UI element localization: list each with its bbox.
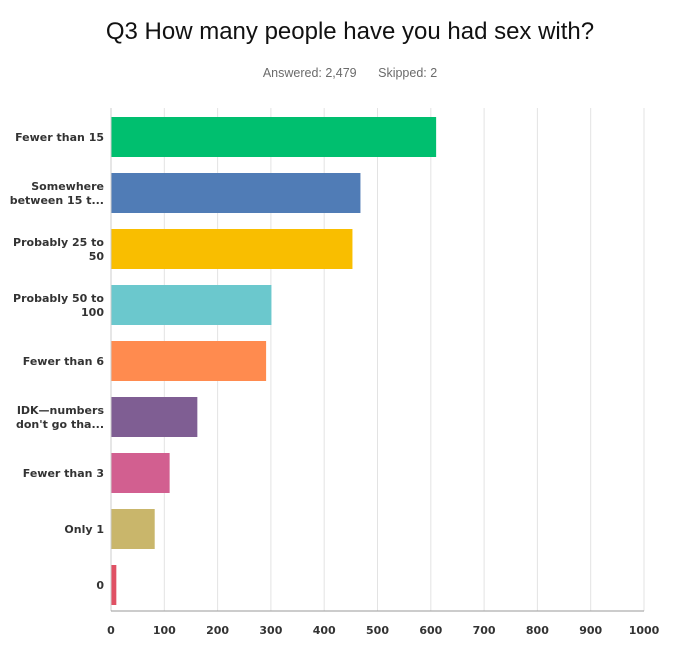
category-label-line: Fewer than 15	[15, 131, 104, 144]
skipped-count: Skipped: 2	[378, 66, 438, 80]
category-label: 0	[96, 579, 104, 592]
category-label: Probably 50 to 100	[13, 292, 104, 319]
x-tick-label: 500	[366, 624, 389, 637]
answered-count: Answered: 2,479	[262, 66, 357, 80]
category-labels: Fewer than 15 Somewhere between 15 t... Pro…	[10, 131, 105, 592]
bar	[111, 509, 155, 549]
x-tick-label: 700	[473, 624, 496, 637]
x-tick-label: 1000	[629, 624, 660, 637]
category-label-line: Fewer than 6	[23, 355, 105, 368]
category-label-line: Probably 50 to	[13, 292, 104, 305]
bar	[111, 453, 170, 493]
bar	[111, 565, 117, 605]
category-label-line: Fewer than 3	[23, 467, 104, 480]
category-label-line: 50	[89, 250, 105, 263]
category-label: Fewer than 6	[23, 355, 105, 368]
category-label-line: Somewhere	[31, 180, 104, 193]
page-title: Q3 How many people have you had sex with…	[105, 18, 595, 45]
response-summary: Answered: 2,479 Skipped: 2	[0, 66, 700, 80]
x-tick-label: 400	[313, 624, 336, 637]
category-label-line: between 15 t...	[10, 194, 104, 207]
bar	[111, 173, 361, 213]
category-label-line: IDK—numbers	[17, 404, 105, 417]
bar	[111, 397, 198, 437]
category-label: Probably 25 to 50	[13, 236, 104, 263]
category-label: IDK—numbers don't go tha...	[16, 404, 104, 431]
x-tick-labels: 0 100 200 300 400 500 600 700 800 900 1000	[107, 624, 659, 637]
x-tick-label: 100	[153, 624, 176, 637]
category-label-line: don't go tha...	[16, 418, 104, 431]
bar	[111, 285, 272, 325]
x-tick-label: 600	[419, 624, 442, 637]
bar	[111, 117, 437, 157]
category-label: Only 1	[64, 523, 104, 536]
x-tick-label: 200	[206, 624, 229, 637]
category-label-line: Only 1	[64, 523, 104, 536]
x-tick-label: 900	[579, 624, 602, 637]
x-tick-label: 0	[107, 624, 115, 637]
category-label: Somewhere between 15 t...	[10, 180, 104, 207]
bars	[111, 117, 437, 605]
x-tick-label: 800	[526, 624, 549, 637]
category-label-line: 0	[96, 579, 104, 592]
bar	[111, 341, 267, 381]
x-tick-label: 300	[259, 624, 282, 637]
category-label: Fewer than 15	[15, 131, 104, 144]
bar	[111, 229, 353, 269]
category-label-line: Probably 25 to	[13, 236, 104, 249]
category-label-line: 100	[81, 306, 104, 319]
category-label: Fewer than 3	[23, 467, 104, 480]
